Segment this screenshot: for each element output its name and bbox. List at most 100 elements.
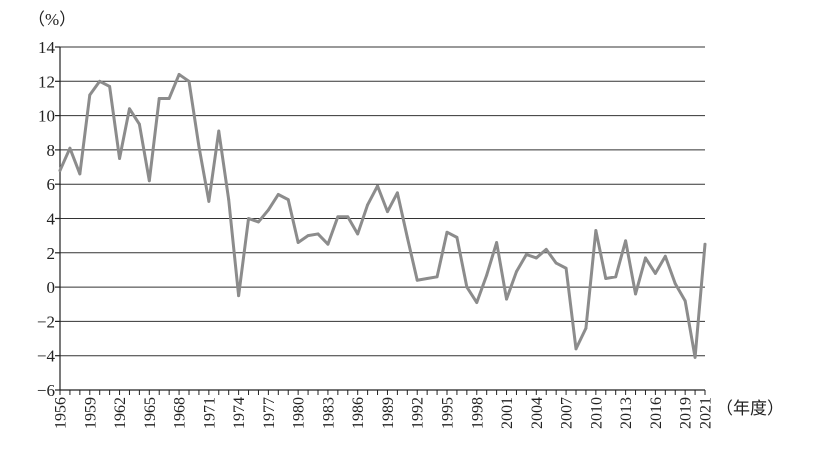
data-point (495, 241, 499, 244)
data-point (683, 299, 687, 303)
data-point (98, 79, 102, 83)
data-point (247, 217, 250, 220)
series-line (58, 72, 707, 359)
data-point (534, 256, 538, 260)
data-point (227, 198, 231, 202)
x-tick-label: 2001 (499, 397, 516, 429)
data-point (108, 85, 112, 88)
data-point (257, 220, 260, 224)
data-point (653, 271, 657, 275)
data-point (693, 356, 697, 359)
y-tick-label: 8 (47, 141, 56, 160)
x-tick-label: 1995 (440, 397, 457, 429)
x-tick-label: 2021 (698, 397, 715, 429)
data-point (177, 73, 181, 76)
data-point (644, 256, 647, 260)
y-ticks: −6 −4 −2 0 2 4 6 8 10 12 14 (37, 38, 60, 400)
x-ticks: 1956 1959 1962 1965 1968 1971 1974 1977 1980 1983… (53, 390, 715, 429)
x-tick-label: 1962 (112, 397, 129, 429)
x-tick-label: 2019 (678, 397, 695, 429)
data-point (88, 93, 92, 97)
data-point (68, 146, 72, 150)
gridlines (60, 46, 705, 357)
x-tick-label: 1965 (142, 397, 159, 429)
data-point (128, 107, 131, 111)
y-tick-label: 2 (47, 244, 56, 263)
y-tick-label: −2 (37, 312, 55, 331)
data-point (366, 203, 370, 207)
data-point (435, 275, 439, 279)
data-point (524, 253, 528, 256)
x-tick-label: 1983 (320, 397, 337, 429)
x-axis-label: （年度） (716, 399, 784, 418)
data-point (663, 254, 667, 258)
x-tick-label: 1968 (172, 397, 189, 429)
x-tick-label: 2007 (559, 397, 576, 429)
data-point (465, 285, 469, 289)
data-point (336, 215, 340, 219)
data-point (505, 297, 508, 301)
x-tick-label: 2013 (618, 397, 635, 429)
x-tick-label: 1998 (469, 397, 486, 429)
x-tick-label: 2004 (529, 397, 546, 429)
data-point (207, 199, 211, 203)
y-tick-label: 12 (38, 72, 55, 91)
data-point (673, 282, 677, 286)
data-point (703, 242, 707, 246)
data-point (634, 292, 637, 296)
data-point (475, 301, 479, 304)
y-tick-label: 4 (47, 210, 56, 229)
x-tick-label: 1989 (380, 397, 397, 429)
data-point (485, 273, 489, 277)
data-point (296, 241, 300, 244)
data-point (455, 235, 459, 239)
y-tick-label: −6 (37, 381, 55, 400)
data-point (356, 232, 360, 236)
data-point (624, 239, 628, 243)
data-point (316, 232, 320, 236)
data-point (425, 277, 429, 280)
data-point (147, 179, 151, 183)
data-point (286, 198, 290, 202)
y-tick-label: 0 (47, 278, 56, 297)
data-point (197, 145, 201, 148)
data-point (157, 97, 161, 100)
x-tick-label: 1980 (291, 397, 308, 429)
data-point (564, 266, 568, 270)
data-point (584, 326, 588, 330)
x-tick-label: 1956 (53, 397, 70, 429)
data-point (237, 294, 241, 298)
data-point (614, 275, 618, 279)
data-point (594, 229, 598, 232)
data-point (445, 230, 449, 234)
data-point (167, 97, 171, 100)
data-point (306, 234, 310, 238)
y-tick-label: 14 (38, 38, 56, 57)
data-point (554, 261, 558, 265)
y-axis-label: （%） (28, 10, 76, 29)
data-point (386, 210, 389, 214)
x-tick-label: 2010 (588, 397, 605, 429)
data-point (405, 235, 409, 239)
x-tick-label: 1986 (350, 397, 367, 429)
x-tick-label: 1977 (261, 397, 278, 429)
data-point (574, 347, 578, 351)
data-point (58, 169, 62, 172)
data-point (376, 184, 379, 188)
data-point (415, 278, 419, 282)
data-point (326, 242, 330, 246)
data-points (58, 73, 707, 359)
data-point (346, 215, 350, 219)
data-point (515, 270, 518, 274)
data-point (276, 193, 280, 196)
data-point (217, 129, 221, 133)
y-tick-label: −4 (37, 347, 56, 366)
x-tick-label: 1992 (410, 397, 427, 429)
data-point (118, 157, 121, 160)
data-point (78, 172, 82, 176)
x-tick-label: 1974 (231, 397, 248, 429)
data-point (395, 191, 399, 195)
data-point (604, 277, 608, 280)
y-tick-label: 6 (47, 175, 56, 194)
